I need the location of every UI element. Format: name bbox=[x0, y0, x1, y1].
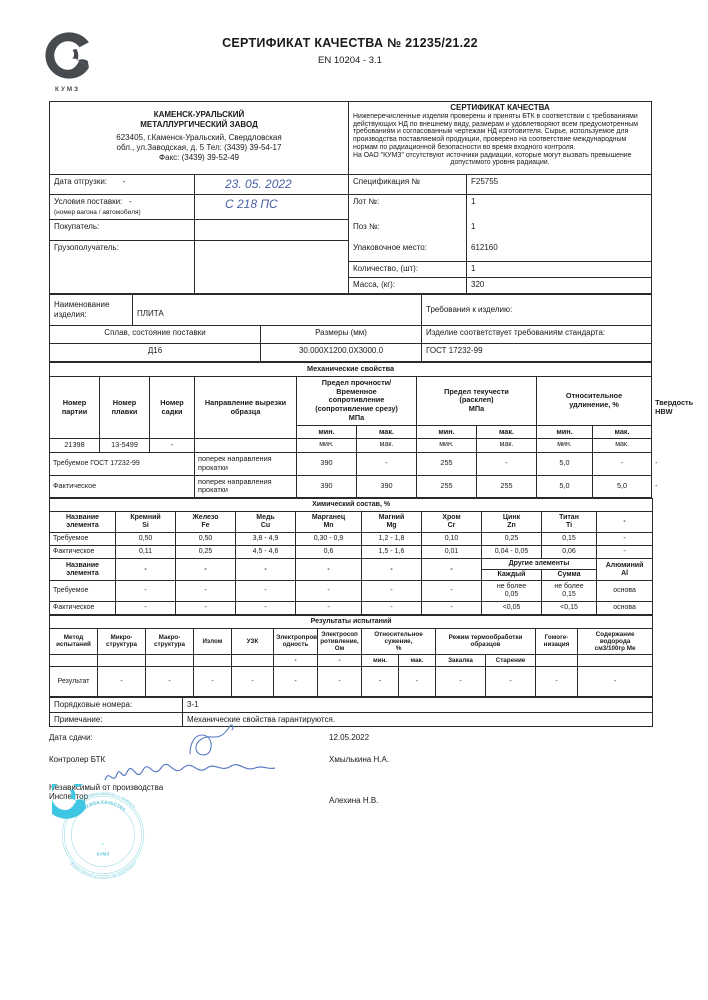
svg-text:КУМЗ: КУМЗ bbox=[97, 851, 110, 856]
svg-text:-УРАЛЬСКИЙ МЕТАЛЛУРГИЧЕСКИЙ ЗА: -УРАЛЬСКИЙ МЕТАЛЛУРГИЧЕСКИЙ ЗАВОД- bbox=[69, 861, 138, 880]
svg-text:СЛУЖБА КАЧЕСТВА: СЛУЖБА КАЧЕСТВА bbox=[79, 799, 127, 812]
